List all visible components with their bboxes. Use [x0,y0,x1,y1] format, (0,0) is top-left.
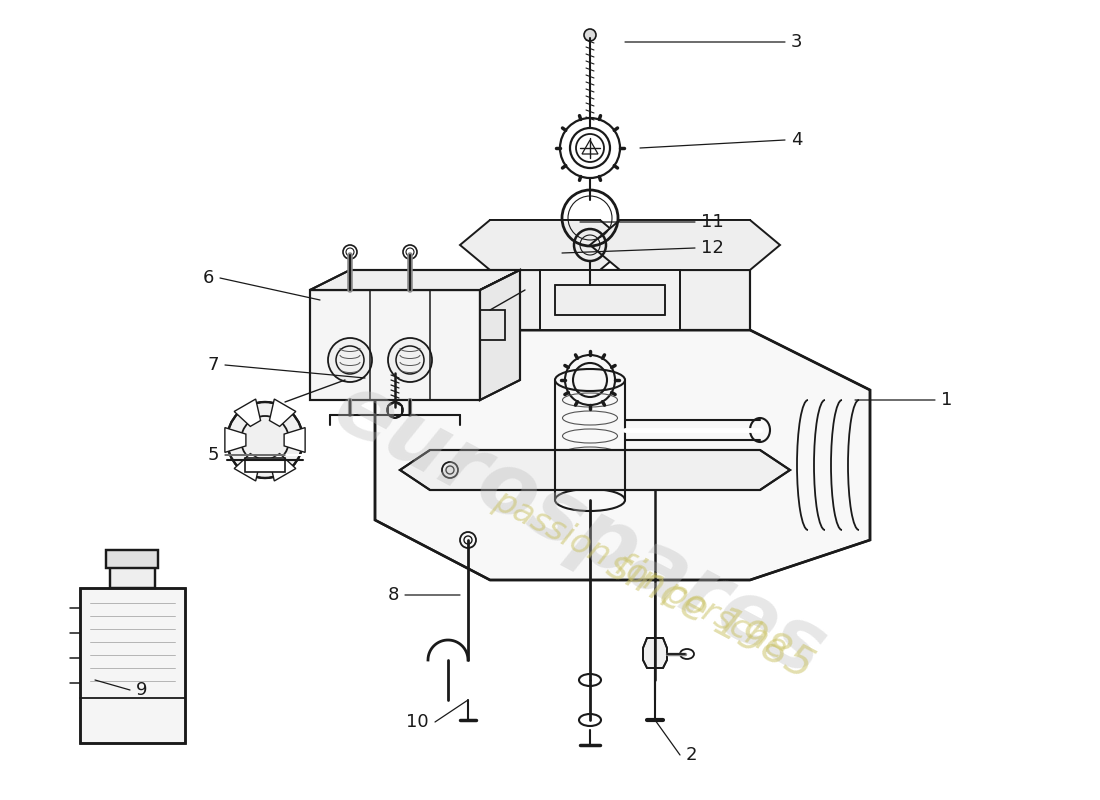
Bar [310,290,480,400]
Text: 12: 12 [701,239,724,257]
Polygon shape [224,427,246,453]
Text: passion for porsche: passion for porsche [488,484,792,666]
Text: 10: 10 [406,713,429,731]
Text: 5: 5 [208,446,219,464]
Bar [106,550,158,568]
Polygon shape [245,458,285,472]
Polygon shape [620,220,750,270]
Text: 9: 9 [136,681,147,699]
Bar [106,550,158,568]
Text: 3: 3 [791,33,803,51]
Text: eurospares: eurospares [320,366,840,694]
Polygon shape [590,220,780,270]
Text: 8: 8 [387,586,399,604]
Circle shape [403,245,417,259]
Polygon shape [556,285,666,315]
Text: 1: 1 [940,391,953,409]
Circle shape [343,245,358,259]
Bar [110,566,155,588]
Polygon shape [490,220,600,270]
Polygon shape [234,399,261,426]
Text: 2: 2 [686,746,697,764]
Polygon shape [540,270,680,330]
Circle shape [388,338,432,382]
Polygon shape [460,220,630,270]
Text: 7: 7 [208,356,219,374]
Circle shape [328,338,372,382]
Polygon shape [480,270,520,400]
Polygon shape [310,270,520,290]
Bar [480,310,505,340]
Polygon shape [270,454,296,481]
Bar [80,588,185,743]
Text: 4: 4 [791,131,803,149]
Text: 6: 6 [202,269,215,287]
Bar [110,566,155,588]
Polygon shape [270,399,296,426]
Polygon shape [234,454,261,481]
Polygon shape [644,638,667,668]
Polygon shape [375,330,870,580]
Circle shape [227,402,302,478]
Bar [80,588,185,743]
Bar [310,290,480,400]
Circle shape [584,29,596,41]
Text: since 1985: since 1985 [600,543,821,687]
Polygon shape [375,270,490,360]
Polygon shape [400,450,790,490]
Polygon shape [490,270,750,330]
Polygon shape [284,427,305,453]
Text: 11: 11 [701,213,724,231]
